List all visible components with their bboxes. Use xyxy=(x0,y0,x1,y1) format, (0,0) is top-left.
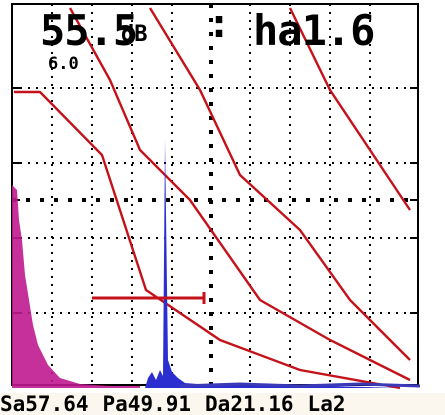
range-readout: 6.0 xyxy=(48,54,79,74)
dac-curve xyxy=(288,7,411,211)
initial-pulse xyxy=(12,185,140,388)
dac-curves xyxy=(14,7,411,390)
dac-curve xyxy=(148,7,411,361)
ha-readout: ha1.6 xyxy=(253,6,375,55)
la-readout: La2 xyxy=(307,393,346,415)
dac-curve xyxy=(14,90,401,390)
sa-readout: Sa57.64 xyxy=(0,393,89,415)
main-echo xyxy=(145,140,400,388)
status-bar: Sa57.64 Pa49.91 Da21.16 La2 xyxy=(0,393,445,415)
gain-readout: 55.5 xyxy=(40,6,138,55)
da-readout: Da21.16 xyxy=(205,393,294,415)
pa-readout: Pa49.91 xyxy=(102,393,192,415)
gain-unit: dB xyxy=(121,22,148,47)
dac-curve xyxy=(68,7,411,382)
a-scan-display xyxy=(11,3,421,390)
header-separator: : xyxy=(207,1,232,47)
gate-bar xyxy=(92,292,206,304)
echo-signals xyxy=(12,140,421,388)
noise-floor xyxy=(179,382,421,388)
